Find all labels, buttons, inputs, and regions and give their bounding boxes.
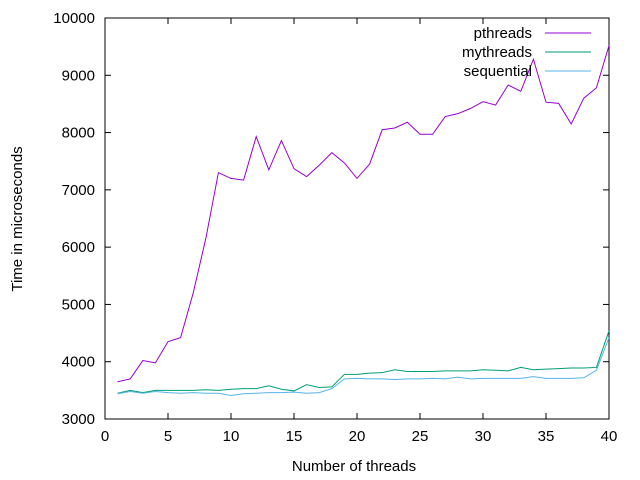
- legend-label-pthreads: pthreads: [474, 25, 532, 42]
- y-tick-label: 3000: [62, 411, 95, 428]
- series-line-sequential: [117, 337, 610, 397]
- x-tick-label: 15: [286, 428, 303, 445]
- y-tick-label: 8000: [62, 125, 95, 142]
- y-tick-label: 9000: [62, 67, 95, 84]
- series-layer: [117, 45, 610, 397]
- y-tick-label: 7000: [62, 182, 95, 199]
- y-tick-label: 5000: [62, 296, 95, 313]
- y-tick-label: 10000: [53, 10, 95, 27]
- y-tick-label: 4000: [62, 354, 95, 371]
- x-tick-label: 35: [538, 428, 555, 445]
- legend: pthreads mythreads sequential: [462, 25, 591, 80]
- axes: 0 5 10 15 20 25 30 35 40 3000 4000 5000 6000 7000 8000…: [53, 10, 617, 445]
- x-tick-label: 20: [349, 428, 366, 445]
- series-line-pthreads: [117, 45, 610, 383]
- x-tick-label: 40: [601, 428, 618, 445]
- x-tick-label: 25: [412, 428, 429, 445]
- x-tick-label: 10: [223, 428, 240, 445]
- legend-label-sequential: sequential: [464, 63, 532, 80]
- legend-label-mythreads: mythreads: [462, 44, 532, 61]
- x-tick-label: 5: [164, 428, 172, 445]
- x-axis-label: Number of threads: [292, 458, 416, 475]
- y-axis-label: Time in microseconds: [9, 146, 26, 291]
- y-tick-label: 6000: [62, 239, 95, 256]
- x-tick-label: 30: [475, 428, 492, 445]
- x-tick-label: 0: [101, 428, 109, 445]
- series-line-mythreads: [117, 330, 610, 394]
- plot-frame: [104, 17, 610, 420]
